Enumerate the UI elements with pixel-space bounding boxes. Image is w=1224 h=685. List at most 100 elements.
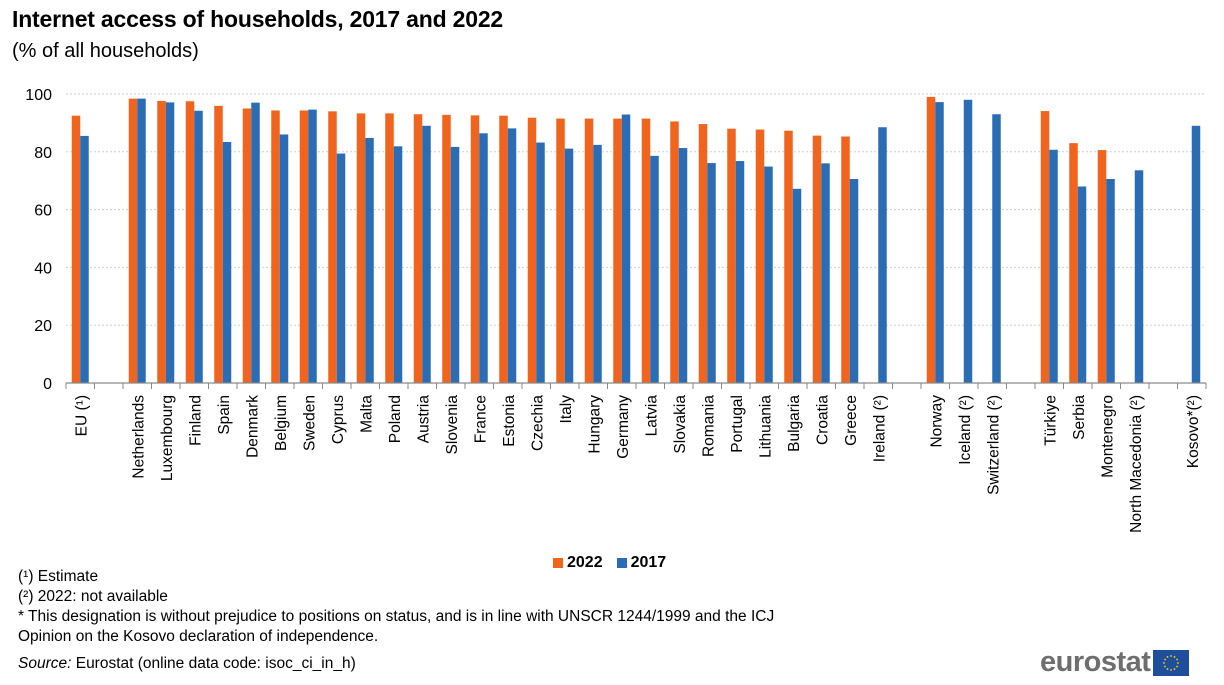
- bar-2017: [1191, 125, 1201, 383]
- legend-item-2022: 2022: [553, 554, 603, 572]
- bar-2022: [755, 129, 765, 383]
- x-tick-label: Slovenia: [444, 395, 461, 455]
- footnotes: (¹) Estimate (²) 2022: not available * T…: [18, 567, 774, 647]
- bar-2017: [821, 163, 830, 383]
- y-tick-label: 100: [25, 87, 52, 104]
- source-label: Source:: [18, 655, 72, 672]
- bar-2017: [194, 110, 203, 384]
- bar-2022: [841, 136, 850, 383]
- bar-2022: [356, 113, 366, 383]
- x-tick-label: Denmark: [244, 395, 261, 458]
- flag-star: [1167, 655, 1169, 658]
- x-tick-label: Latvia: [643, 395, 660, 437]
- flag-star: [1167, 667, 1169, 670]
- bar-2022: [1097, 150, 1107, 383]
- x-tick-label: Spain: [216, 395, 233, 435]
- x-tick-label: Malta: [358, 395, 375, 433]
- x-tick-label: Hungary: [586, 395, 603, 454]
- x-tick-label: Serbia: [1071, 395, 1088, 440]
- bar-2022: [242, 108, 252, 383]
- bar-chart: 0 20 40 60 80 100 EU (¹) Netherlands Luxembourg…: [25, 87, 1207, 533]
- x-tick-label: Czechia: [529, 395, 546, 451]
- x-axis-labels: EU (¹) Netherlands Luxembourg Finland Spain D…: [73, 395, 1202, 533]
- x-tick-label: North Macedonia (²): [1128, 395, 1145, 533]
- x-tick-label: Finland: [187, 395, 204, 446]
- x-tick-label: Norway: [928, 395, 945, 448]
- bar-2017: [935, 102, 944, 383]
- x-tick-label: Lithuania: [757, 395, 774, 458]
- flag-star: [1177, 661, 1180, 664]
- x-tick-label: EU (¹): [73, 395, 90, 436]
- bar-2022: [128, 98, 138, 384]
- flag-star: [1170, 654, 1173, 657]
- bar-2017: [165, 102, 175, 384]
- bar-2017: [1049, 149, 1058, 383]
- bar-2022: [556, 118, 565, 383]
- x-axis: [65, 382, 1207, 389]
- bar-2017: [80, 135, 89, 383]
- x-tick-label: France: [472, 395, 489, 443]
- flag-star: [1174, 667, 1176, 670]
- bar-2017: [963, 99, 973, 383]
- x-tick-label: Netherlands: [130, 395, 147, 479]
- bar-2017: [393, 146, 403, 383]
- legend: 2022 2017: [553, 554, 666, 572]
- footnote-kosovo-1: * This designation is without prejudice …: [18, 608, 775, 625]
- x-tick-label: Estonia: [501, 395, 518, 447]
- bar-2022: [527, 117, 537, 383]
- x-tick-label: Montenegro: [1099, 395, 1116, 478]
- x-tick-label: Greece: [843, 395, 860, 446]
- bar-2022: [71, 115, 81, 384]
- flag-star: [1164, 658, 1167, 660]
- bar-2017: [279, 134, 289, 383]
- bar-2017: [621, 114, 631, 384]
- bar-2022: [470, 115, 480, 384]
- legend-swatch-2017: [616, 558, 627, 568]
- bar-2022: [328, 111, 337, 383]
- x-tick-label: Austria: [415, 395, 432, 444]
- bar-2022: [1040, 111, 1050, 384]
- chart-title: Internet access of households, 2017 and …: [12, 6, 504, 32]
- flag-star: [1164, 665, 1167, 667]
- y-tick-label: 0: [43, 376, 52, 393]
- x-tick-label: Portugal: [729, 395, 746, 453]
- x-tick-label: Slovakia: [672, 395, 689, 454]
- bar-2017: [251, 102, 260, 384]
- bar-2022: [271, 110, 280, 384]
- bar-2022: [214, 105, 223, 383]
- x-tick-label: Romania: [700, 395, 717, 457]
- legend-item-2017: 2017: [616, 554, 667, 572]
- x-tick-label: Ireland (²): [871, 395, 888, 462]
- eu-flag-icon: [1153, 649, 1190, 676]
- y-tick-label: 60: [34, 203, 52, 220]
- bar-2022: [1069, 143, 1078, 383]
- bar-2017: [479, 133, 488, 383]
- bar-2017: [365, 137, 374, 383]
- bar-2017: [507, 128, 517, 383]
- bar-2017: [849, 178, 859, 383]
- bar-2022: [613, 118, 622, 383]
- bar-2022: [442, 114, 451, 384]
- bar-2017: [222, 141, 232, 383]
- bar-2017: [792, 188, 802, 383]
- bar-2017: [137, 98, 146, 384]
- legend-label-2017: 2017: [630, 554, 667, 571]
- x-tick-label: Germany: [615, 395, 632, 459]
- flag-star: [1163, 661, 1166, 664]
- y-tick-label: 80: [34, 145, 52, 162]
- flag-star: [1176, 665, 1179, 667]
- bar-2022: [784, 130, 793, 383]
- bar-2017: [1134, 170, 1144, 383]
- x-tick-label: Poland: [387, 395, 404, 443]
- bar-2017: [992, 114, 1001, 383]
- bar-2017: [422, 125, 431, 383]
- bar-2017: [1106, 178, 1115, 383]
- bar-2017: [1077, 186, 1087, 383]
- bar-2022: [584, 118, 594, 383]
- x-tick-label: Switzerland (²): [985, 395, 1002, 495]
- footnote-kosovo-2: Opinion on the Kosovo declaration of ind…: [18, 628, 379, 645]
- gridlines: [66, 93, 1206, 326]
- source-text: Eurostat (online data code: isoc_ci_in_h…: [71, 655, 356, 672]
- x-tick-label: Sweden: [301, 395, 318, 451]
- bar-2022: [727, 128, 736, 383]
